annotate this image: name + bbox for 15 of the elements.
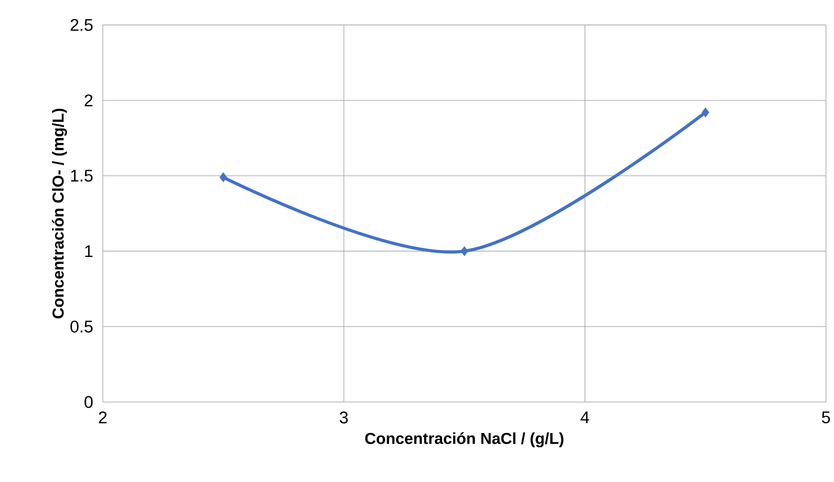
x-tick-label: 2: [98, 412, 107, 424]
point: [460, 246, 468, 256]
y-tick-label: 0: [84, 396, 93, 408]
point: [220, 172, 228, 182]
point: [702, 107, 710, 118]
y-tick-label: 0.5: [70, 320, 93, 333]
x-tick-label: 5: [822, 412, 830, 424]
x-tick-label: 3: [340, 412, 348, 424]
y-tick-label: 1.5: [71, 170, 93, 182]
y-tick-label: 1: [85, 245, 92, 258]
y-axis-title: Concentración ClO- / (mg/L): [52, 108, 67, 318]
y-tick-label: 2.5: [70, 19, 93, 32]
x-axis-title: Concentración NaCl / (g/L): [365, 432, 564, 448]
x-tick-label: 4: [580, 412, 590, 424]
y-tick-label: 2: [84, 94, 92, 106]
